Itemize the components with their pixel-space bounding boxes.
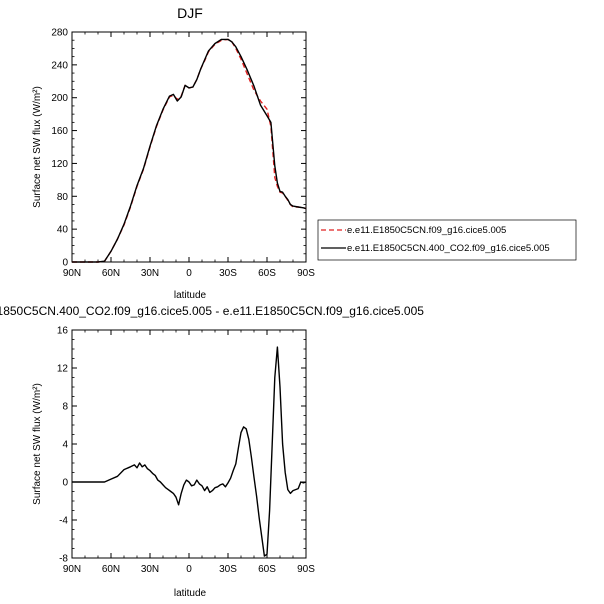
top-plot-area: 0 40 80 120 160 200 240 280 90N 60N 30N 0 30S 60S 90S	[51, 28, 315, 280]
top-x-tick-label: 90N	[63, 268, 81, 279]
legend-box	[317, 219, 577, 261]
legend-entry-co2: e.e11.E1850C5CN.400_CO2.f09_g16.cice5.00…	[347, 243, 550, 254]
top-x-tick-label: 60S	[258, 268, 276, 279]
top-series-line-0	[72, 38, 307, 263]
bottom-x-tick-label: 30N	[141, 564, 159, 575]
top-x-tick-label: 0	[186, 268, 192, 279]
top-y-tick-label: 280	[51, 28, 68, 39]
bottom-y-tick-label: 4	[62, 440, 68, 451]
top-x-axis-label: latitude	[174, 290, 207, 301]
top-y-axis-label: Surface net SW flux (W/m²)	[32, 86, 43, 208]
bottom-y-tick-label: 0	[62, 478, 68, 489]
bottom-plot-area: -8 -4 0 4 8 12 16 90N 60N 30N 0 30S 60S 90S	[57, 326, 315, 576]
top-y-tick-label: 0	[62, 258, 68, 269]
top-y-tick-label: 40	[57, 225, 69, 236]
top-x-tick-label: 90S	[297, 268, 315, 279]
bottom-x-tick-label: 60N	[102, 564, 120, 575]
top-y-tick-label: 160	[51, 126, 68, 137]
bottom-y-tick-label: -4	[59, 516, 68, 527]
legend-entry-control: e.e11.E1850C5CN.f09_g16.cice5.005	[347, 225, 506, 236]
bottom-x-tick-label: 60S	[258, 564, 276, 575]
top-plot-frame	[71, 31, 307, 263]
bottom-chart-title: e.e11.E1850C5CN.400_CO2.f09_g16.cice5.00…	[0, 304, 424, 318]
bottom-series-line-0	[72, 346, 307, 557]
bottom-panel: e.e11.E1850C5CN.400_CO2.f09_g16.cice5.00…	[0, 304, 424, 599]
top-x-tick-label: 30S	[219, 268, 237, 279]
top-x-tick-label: 60N	[102, 268, 120, 279]
legend: e.e11.E1850C5CN.f09_g16.cice5.005 e.e11.…	[317, 219, 577, 261]
bottom-y-axis-label: Surface net SW flux (W/m²)	[32, 383, 43, 505]
bottom-x-tick-label: 90N	[63, 564, 81, 575]
bottom-y-tick-label: 16	[57, 326, 69, 337]
bottom-plot-frame	[71, 329, 307, 559]
bottom-y-tick-label: 8	[62, 402, 68, 413]
bottom-y-tick-label: -8	[59, 554, 68, 565]
top-chart-title: DJF	[177, 5, 203, 21]
bottom-x-tick-label: 90S	[297, 564, 315, 575]
top-y-tick-label: 80	[57, 192, 69, 203]
bottom-x-tick-label: 0	[186, 564, 192, 575]
bottom-x-axis-label: latitude	[174, 588, 207, 599]
bottom-y-tick-label: 12	[57, 364, 69, 375]
top-x-tick-label: 30N	[141, 268, 159, 279]
top-y-tick-label: 240	[51, 60, 68, 71]
top-panel: DJF 0 40 80 120 160 200 240 280 90N 60N 30N 0 30S 60S…	[32, 5, 315, 301]
top-series-line-1	[72, 38, 307, 263]
bottom-x-tick-label: 30S	[219, 564, 237, 575]
top-y-tick-label: 120	[51, 159, 68, 170]
top-y-tick-label: 200	[51, 93, 68, 104]
